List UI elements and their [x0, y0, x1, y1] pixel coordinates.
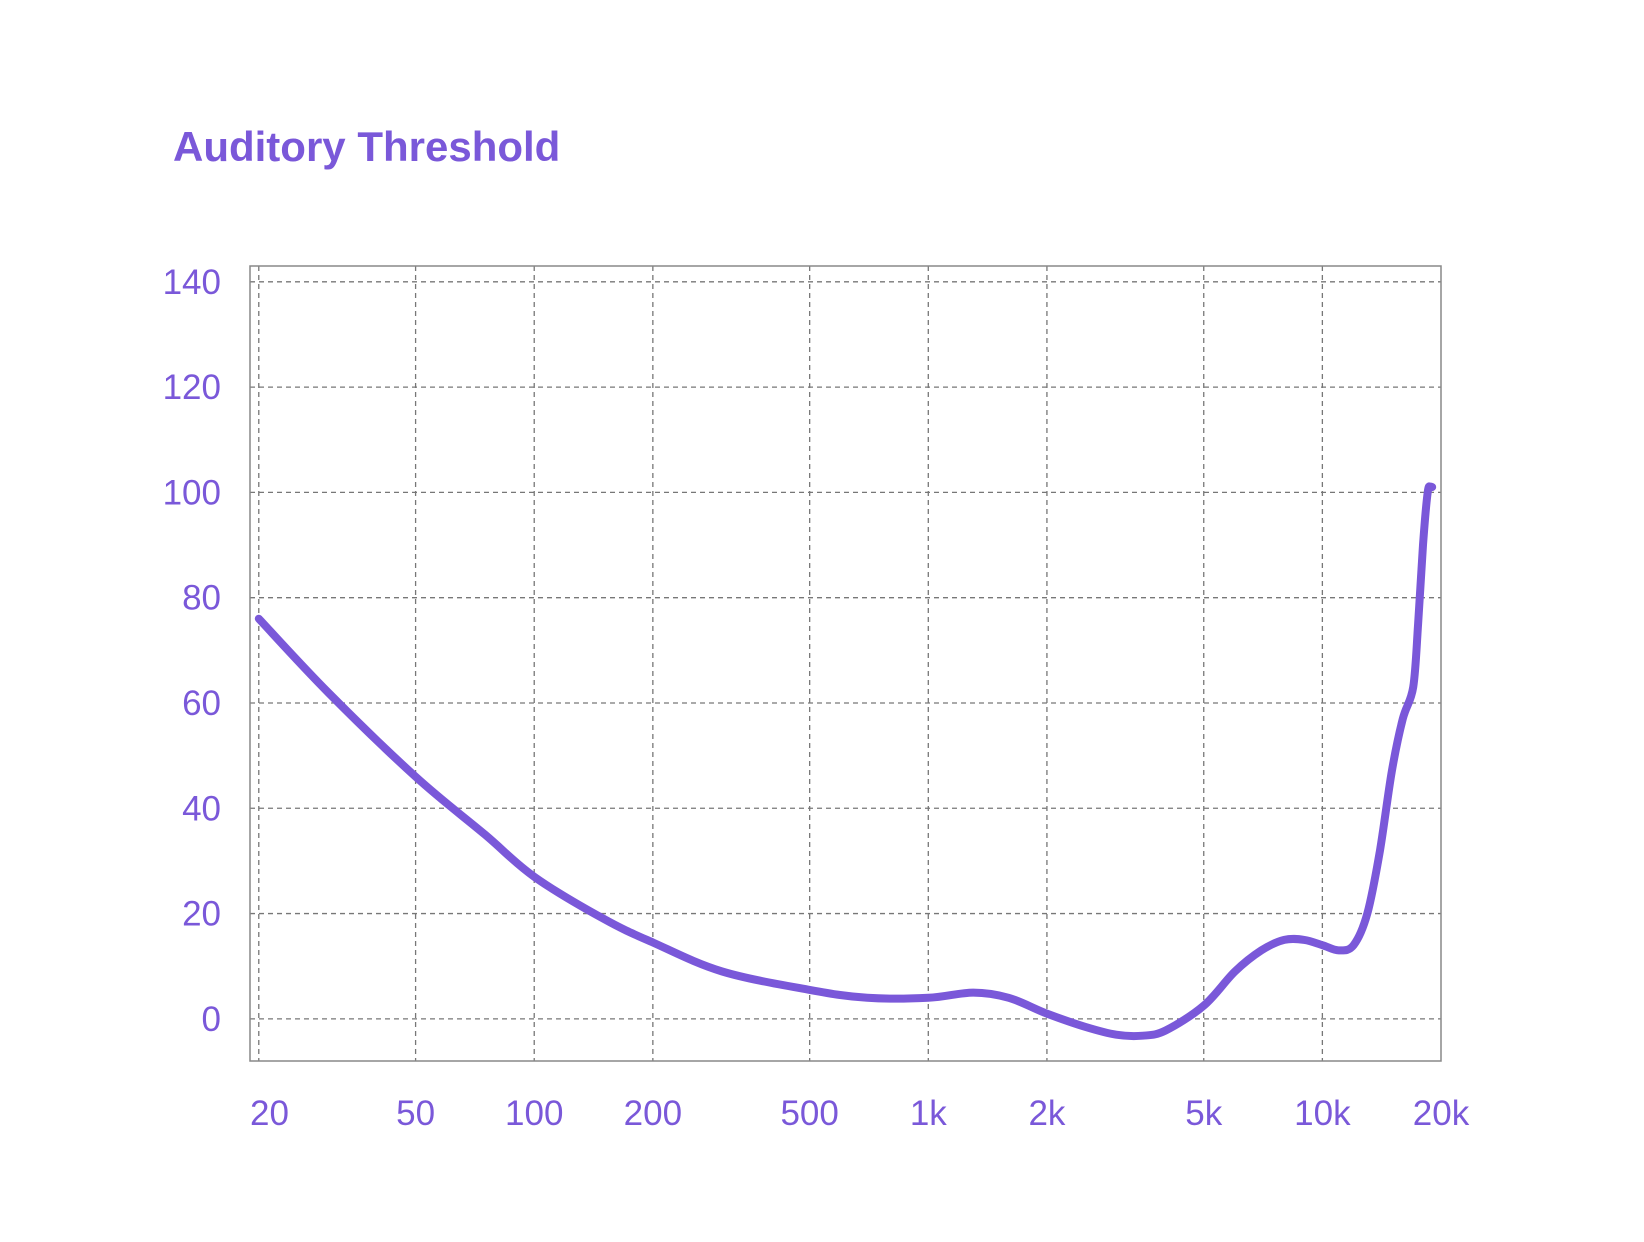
threshold-curve	[254, 482, 1437, 1041]
x-tick-label: 200	[624, 1094, 682, 1133]
y-tick-label: 20	[182, 895, 221, 934]
x-tick-label: 20	[250, 1094, 289, 1133]
y-tick-labels: 0 20 40 60 80 100 120 140	[163, 263, 221, 1039]
x-tick-label: 100	[505, 1094, 563, 1133]
x-tick-label: 5k	[1185, 1094, 1222, 1133]
plot-frame	[249, 265, 1442, 1062]
y-tick-label: 140	[163, 263, 221, 302]
x-tick-label: 20k	[1413, 1094, 1470, 1133]
x-tick-label: 1k	[910, 1094, 947, 1133]
x-tick-label: 50	[396, 1094, 435, 1133]
x-tick-label: 500	[780, 1094, 838, 1133]
grid-lines	[250, 266, 1441, 1061]
y-tick-label: 120	[163, 368, 221, 407]
series-layer	[254, 482, 1437, 1041]
x-tick-label: 2k	[1028, 1094, 1065, 1133]
y-tick-label: 100	[163, 473, 221, 512]
x-tick-label: 10k	[1294, 1094, 1351, 1133]
y-tick-label: 0	[202, 1000, 221, 1039]
y-tick-label: 40	[182, 789, 221, 828]
chart-title: Auditory Threshold	[173, 123, 561, 170]
x-tick-labels: 20 50 100 200 500 1k 2k 5k 10k 20k	[250, 1094, 1470, 1133]
y-tick-label: 60	[182, 684, 221, 723]
y-tick-label: 80	[182, 579, 221, 618]
